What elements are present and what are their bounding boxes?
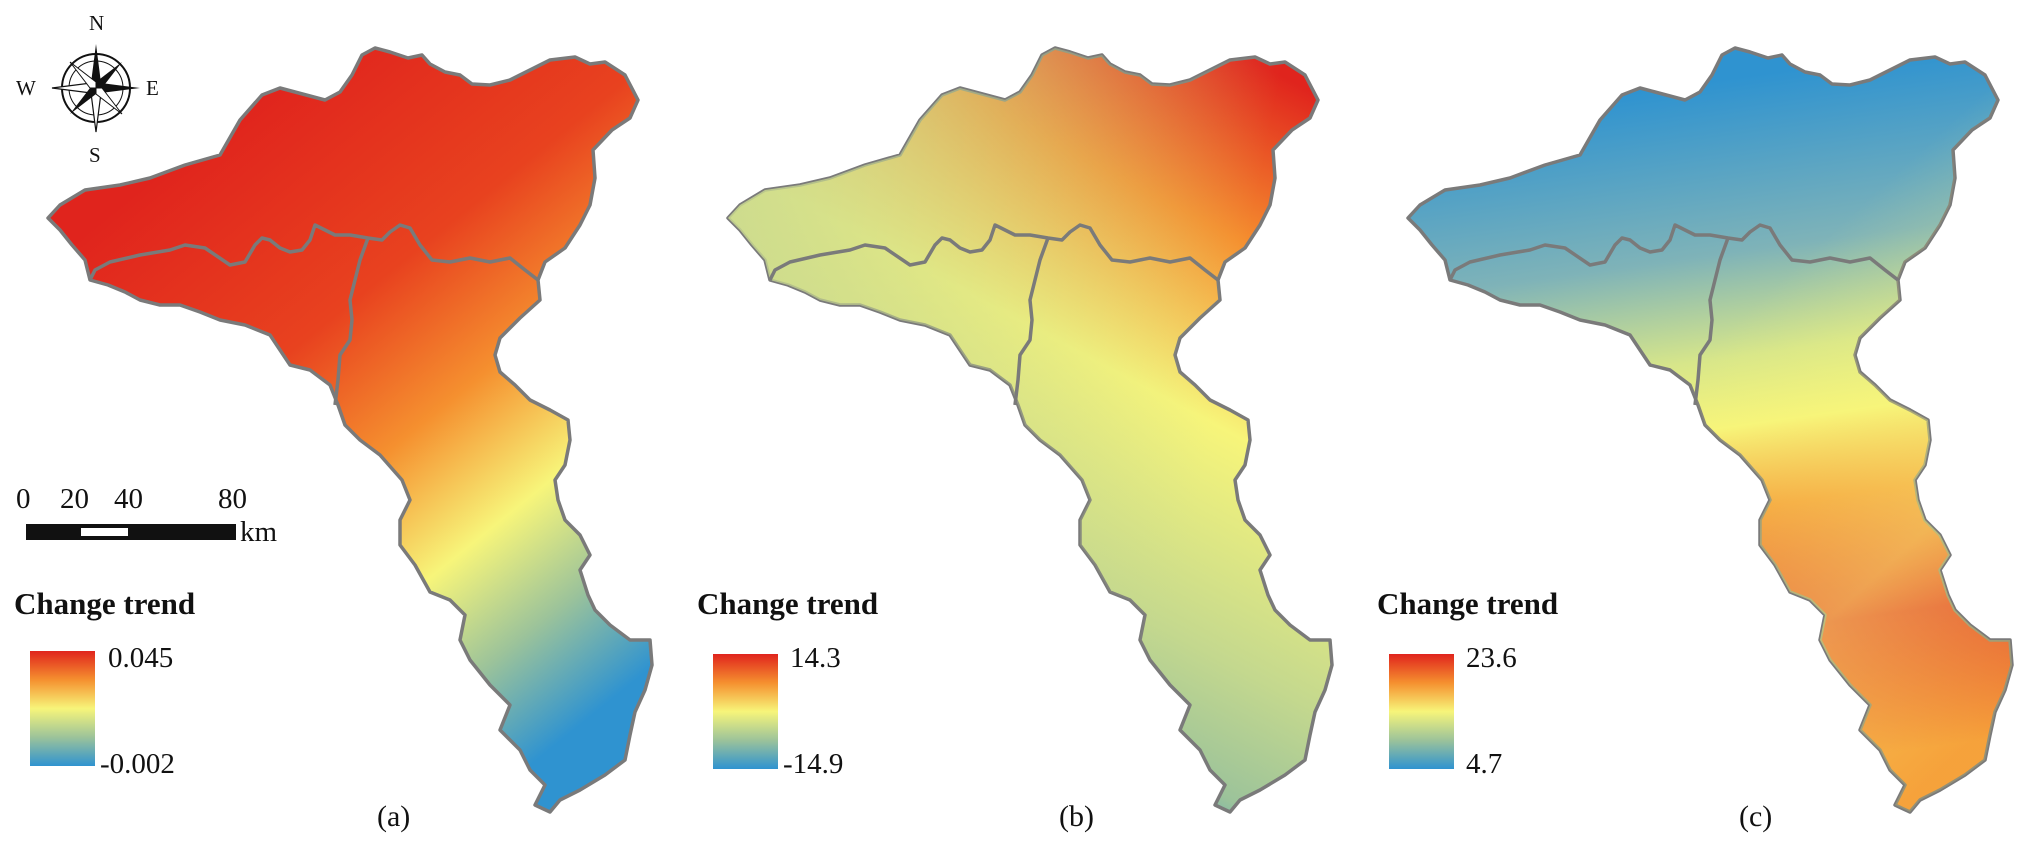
legend-max-a: 0.045 (108, 642, 173, 674)
legend-title-c: Change trend (1377, 586, 1558, 621)
scale-tick-20: 20 (60, 483, 89, 515)
legend-ramp-c (1389, 654, 1454, 769)
compass-rose: N S E W (16, 11, 159, 167)
compass-east-label: E (146, 76, 159, 100)
legend-a: Change trend 0.045 -0.002 (14, 586, 195, 780)
legend-ramp-a (30, 651, 95, 766)
scale-bar: 0 20 40 80 km (16, 483, 278, 548)
legend-c: Change trend 23.6 4.7 (1377, 586, 1558, 780)
legend-max-b: 14.3 (790, 642, 841, 674)
legend-max-c: 23.6 (1466, 642, 1517, 674)
map-panel-b (726, 46, 1334, 814)
legend-ramp-b (713, 654, 778, 769)
panel-label-c: (c) (1739, 800, 1772, 833)
legend-min-a: -0.002 (100, 748, 175, 780)
legend-min-b: -14.9 (783, 748, 843, 780)
map-panel-c (1406, 46, 2014, 814)
legend-min-c: 4.7 (1466, 748, 1502, 780)
legend-b: Change trend 14.3 -14.9 (697, 586, 878, 780)
map-panel-a (46, 46, 654, 814)
panel-label-b: (b) (1059, 800, 1094, 833)
scale-unit: km (240, 516, 278, 548)
legend-title-a: Change trend (14, 586, 195, 621)
scale-tick-40: 40 (114, 483, 143, 515)
region-map-a (46, 46, 654, 814)
scale-tick-80: 80 (218, 483, 247, 515)
compass-south-label: S (89, 143, 101, 167)
compass-north-label: N (89, 11, 104, 35)
scale-tick-0: 0 (16, 483, 31, 515)
legend-title-b: Change trend (697, 586, 878, 621)
compass-west-label: W (16, 76, 36, 100)
panel-label-a: (a) (377, 800, 410, 833)
